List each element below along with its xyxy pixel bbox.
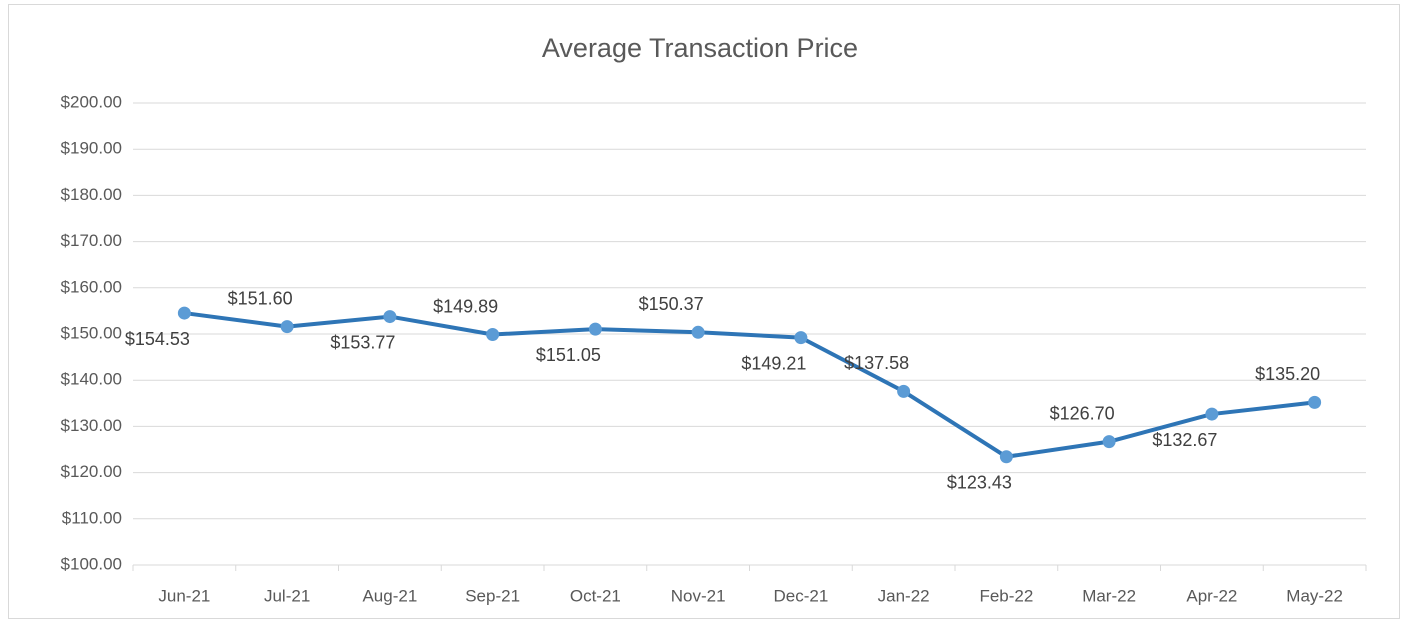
x-tick-label: Jul-21 bbox=[264, 586, 310, 605]
marker bbox=[999, 450, 1013, 464]
y-tick-label: $170.00 bbox=[61, 231, 122, 250]
marker bbox=[794, 331, 808, 345]
data-label: $150.37 bbox=[639, 294, 704, 314]
x-tick-label: Oct-21 bbox=[570, 586, 621, 605]
marker bbox=[177, 306, 191, 320]
marker bbox=[1205, 407, 1219, 421]
y-tick-label: $120.00 bbox=[61, 462, 122, 481]
y-tick-label: $140.00 bbox=[61, 370, 122, 389]
x-tick-label: Sep-21 bbox=[465, 586, 520, 605]
data-label: $151.60 bbox=[228, 288, 293, 308]
x-tick-label: Nov-21 bbox=[671, 586, 726, 605]
data-label: $154.53 bbox=[125, 329, 190, 349]
x-tick-label: Feb-22 bbox=[979, 586, 1033, 605]
y-tick-label: $180.00 bbox=[61, 185, 122, 204]
y-tick-label: $200.00 bbox=[61, 92, 122, 111]
marker bbox=[897, 384, 911, 398]
data-label: $149.21 bbox=[741, 353, 806, 373]
y-tick-label: $100.00 bbox=[61, 554, 122, 573]
data-label: $153.77 bbox=[330, 332, 395, 352]
data-label: $149.89 bbox=[433, 296, 498, 316]
data-label: $126.70 bbox=[1050, 403, 1115, 423]
data-label: $123.43 bbox=[947, 473, 1012, 493]
x-tick-label: May-22 bbox=[1286, 586, 1343, 605]
line bbox=[184, 311, 1315, 459]
y-tick-label: $130.00 bbox=[61, 416, 122, 435]
y-tick-label: $160.00 bbox=[61, 277, 122, 296]
marker bbox=[691, 325, 705, 339]
data-label: $132.67 bbox=[1152, 430, 1217, 450]
data-label: $151.05 bbox=[536, 345, 601, 365]
marker bbox=[588, 322, 602, 336]
data-label: $135.20 bbox=[1255, 364, 1320, 384]
y-tick-label: $190.00 bbox=[61, 139, 122, 158]
x-tick-label: Aug-21 bbox=[362, 586, 417, 605]
marker bbox=[383, 310, 397, 324]
marker bbox=[280, 320, 294, 334]
x-tick-label: Dec-21 bbox=[773, 586, 828, 605]
marker bbox=[486, 328, 500, 342]
x-tick-label: Jun-21 bbox=[158, 586, 210, 605]
data-label: $137.58 bbox=[844, 353, 909, 373]
x-tick-label: Apr-22 bbox=[1186, 586, 1237, 605]
chart-frame bbox=[8, 4, 1400, 619]
marker bbox=[1308, 395, 1322, 409]
y-tick-label: $150.00 bbox=[61, 323, 122, 342]
y-tick-label: $110.00 bbox=[62, 508, 122, 527]
x-tick-label: Jan-22 bbox=[878, 586, 930, 605]
x-tick-label: Mar-22 bbox=[1082, 586, 1136, 605]
marker bbox=[1102, 435, 1116, 449]
chart-title: Average Transaction Price bbox=[542, 33, 858, 63]
